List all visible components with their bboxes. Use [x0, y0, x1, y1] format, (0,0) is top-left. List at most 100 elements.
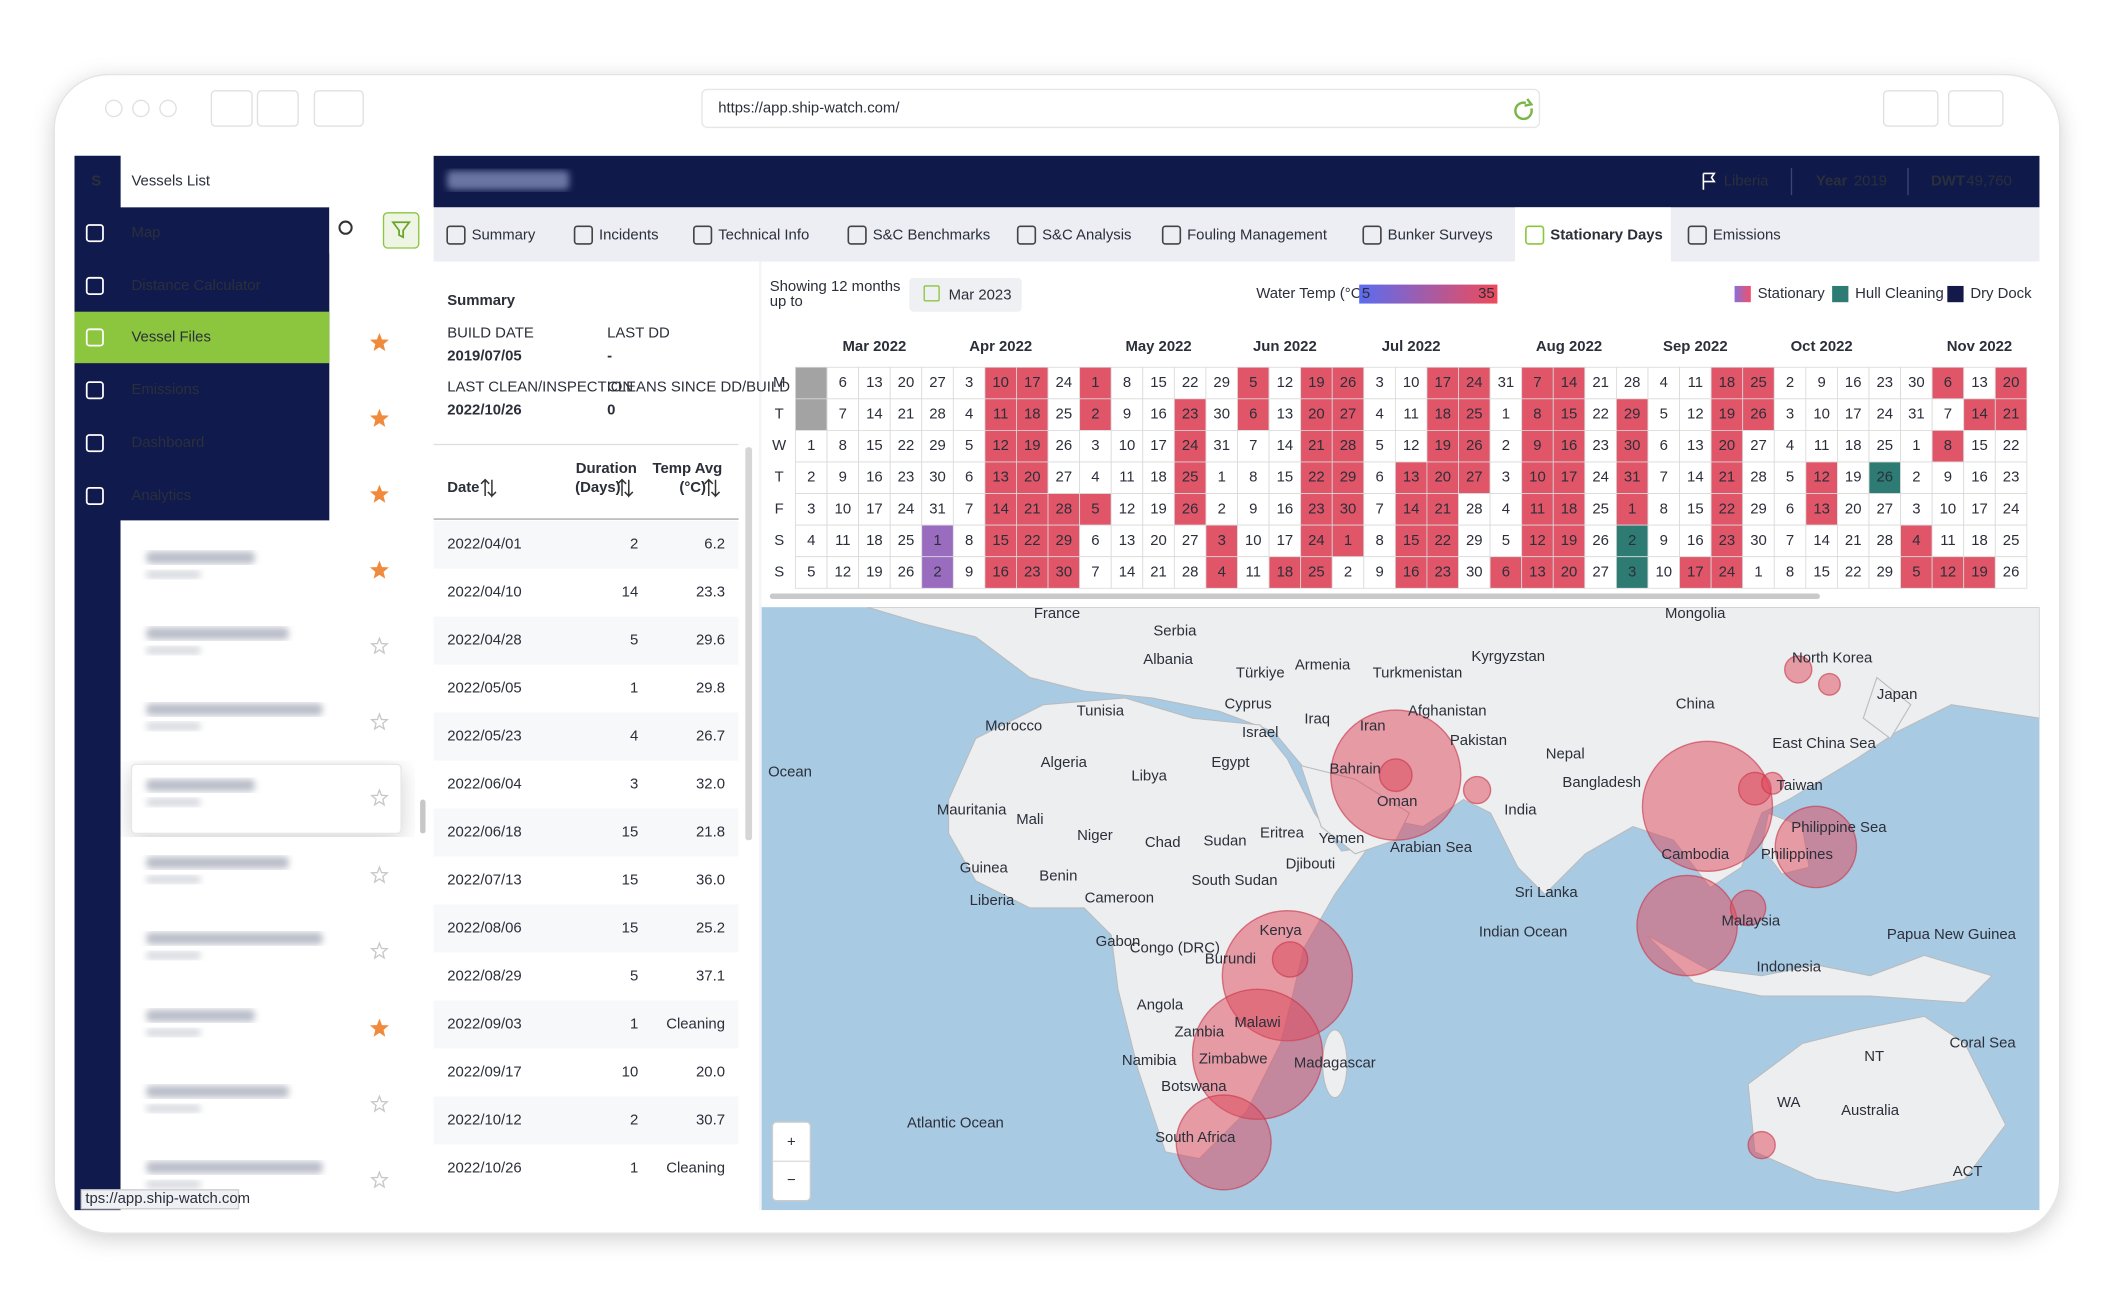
- day-cell: [1584, 429, 1617, 463]
- favorite-star[interactable]: [369, 484, 389, 503]
- tab[interactable]: Fouling Management: [1187, 228, 1328, 244]
- favorite-star[interactable]: [369, 1094, 389, 1113]
- day-number: 28: [1624, 375, 1641, 391]
- day-number: 28: [1466, 501, 1483, 517]
- day-cell: [1363, 556, 1396, 589]
- day-number: 30: [1624, 438, 1641, 454]
- tab[interactable]: S&C Benchmarks: [873, 228, 991, 244]
- map-label: Israel: [1242, 725, 1278, 741]
- sort-icon[interactable]: [480, 478, 497, 498]
- tab[interactable]: S&C Analysis: [1042, 228, 1131, 244]
- area-circle[interactable]: [1760, 771, 1785, 795]
- tab[interactable]: Technical Info: [718, 228, 809, 244]
- area-circle[interactable]: [1271, 941, 1309, 978]
- day-number: 11: [835, 533, 850, 549]
- month-picker-value[interactable]: Mar 2023: [949, 287, 1012, 303]
- day-number: 30: [1466, 564, 1483, 580]
- day-number: 20: [1308, 407, 1325, 423]
- day-cell: [1963, 429, 1996, 463]
- cell-date: 2022/06/04: [447, 777, 522, 793]
- area-circle[interactable]: [1729, 889, 1767, 927]
- day-number: 22: [1308, 470, 1325, 486]
- favorite-star[interactable]: [369, 408, 389, 427]
- day-number: 24: [898, 501, 915, 517]
- area-circle[interactable]: [1747, 1130, 1776, 1160]
- vessel-name-blurred: [146, 703, 323, 716]
- day-number: 7: [1091, 564, 1099, 580]
- day-number: 3: [1375, 375, 1383, 391]
- map-label: Arabian Sea: [1390, 840, 1473, 856]
- area-circle[interactable]: [1641, 740, 1774, 873]
- day-number: 11: [1403, 407, 1418, 423]
- day-number: 21: [1845, 533, 1862, 549]
- area-circle[interactable]: [1817, 672, 1841, 696]
- url-text[interactable]: https://app.ship-watch.com/: [718, 100, 900, 116]
- tab[interactable]: Emissions: [1713, 228, 1781, 244]
- day-number: 4: [1218, 564, 1226, 580]
- area-circle[interactable]: [1774, 805, 1858, 889]
- month-label: May 2022: [1125, 339, 1191, 355]
- area-circle[interactable]: [1175, 1094, 1272, 1191]
- cell-duration: 1: [630, 681, 638, 697]
- filter-button[interactable]: [382, 212, 420, 249]
- day-number: 19: [1024, 438, 1041, 454]
- month-label: Aug 2022: [1536, 339, 1602, 355]
- day-cell: [858, 461, 891, 494]
- day-number: 19: [1308, 375, 1325, 391]
- url-bar[interactable]: [701, 88, 1541, 129]
- reload-icon[interactable]: [1514, 98, 1534, 121]
- day-cell: [1426, 556, 1459, 589]
- favorite-star[interactable]: [369, 332, 389, 352]
- day-cell: [889, 524, 923, 558]
- tab-icon: [573, 225, 594, 245]
- day-number: 7: [839, 407, 847, 423]
- search-icon[interactable]: [338, 220, 353, 235]
- menu-item[interactable]: Distance Calculator: [131, 278, 260, 294]
- tab[interactable]: Stationary Days: [1550, 228, 1663, 244]
- menu-item[interactable]: Emissions: [131, 382, 199, 398]
- sort-icon[interactable]: [617, 478, 634, 498]
- zoom-button[interactable]: −: [787, 1172, 796, 1188]
- area-circle[interactable]: [1784, 655, 1813, 684]
- filter-icon: [391, 221, 412, 239]
- day-number: 5: [1502, 533, 1510, 549]
- zoom-button[interactable]: +: [787, 1134, 796, 1150]
- day-cell: [1900, 429, 1933, 463]
- tab[interactable]: Incidents: [599, 228, 659, 244]
- field-label: LAST CLEAN/INSPECTION: [447, 380, 633, 396]
- favorite-star[interactable]: [369, 941, 389, 960]
- favorite-star[interactable]: [369, 1170, 389, 1189]
- menu-item[interactable]: Vessel Files: [131, 329, 210, 345]
- day-number: 24: [1308, 533, 1325, 549]
- tab[interactable]: Summary: [472, 228, 536, 244]
- day-cell: [1331, 429, 1365, 463]
- day-number: 6: [1091, 533, 1099, 549]
- day-number: 8: [1944, 438, 1952, 454]
- day-number: 4: [1660, 375, 1668, 391]
- area-circle[interactable]: [1378, 758, 1413, 793]
- favorite-star[interactable]: [369, 865, 389, 884]
- day-number: 10: [1529, 470, 1546, 486]
- favorite-star[interactable]: [369, 560, 389, 579]
- day-number: 23: [1434, 564, 1451, 580]
- area-circle[interactable]: [1636, 874, 1738, 977]
- sort-icon[interactable]: [704, 478, 721, 498]
- day-number: 16: [866, 470, 883, 486]
- day-number: 14: [1813, 533, 1830, 549]
- favorite-star[interactable]: [369, 712, 389, 731]
- menu-item[interactable]: Analytics: [131, 488, 191, 504]
- menu-item[interactable]: Map: [131, 225, 160, 241]
- favorite-star[interactable]: [369, 788, 389, 807]
- favorite-star[interactable]: [369, 636, 389, 655]
- day-cell: [1363, 524, 1396, 558]
- day-number: 13: [1529, 564, 1546, 580]
- tab[interactable]: Bunker Surveys: [1388, 228, 1493, 244]
- day-number: 18: [1150, 470, 1167, 486]
- area-circle[interactable]: [1462, 775, 1492, 805]
- day-number: 4: [1375, 407, 1383, 423]
- day-cell: [984, 493, 1017, 526]
- month-label: Oct 2022: [1791, 339, 1853, 355]
- menu-item[interactable]: Dashboard: [131, 435, 204, 451]
- favorite-star[interactable]: [369, 1018, 389, 1037]
- day-cell: [1868, 398, 1901, 431]
